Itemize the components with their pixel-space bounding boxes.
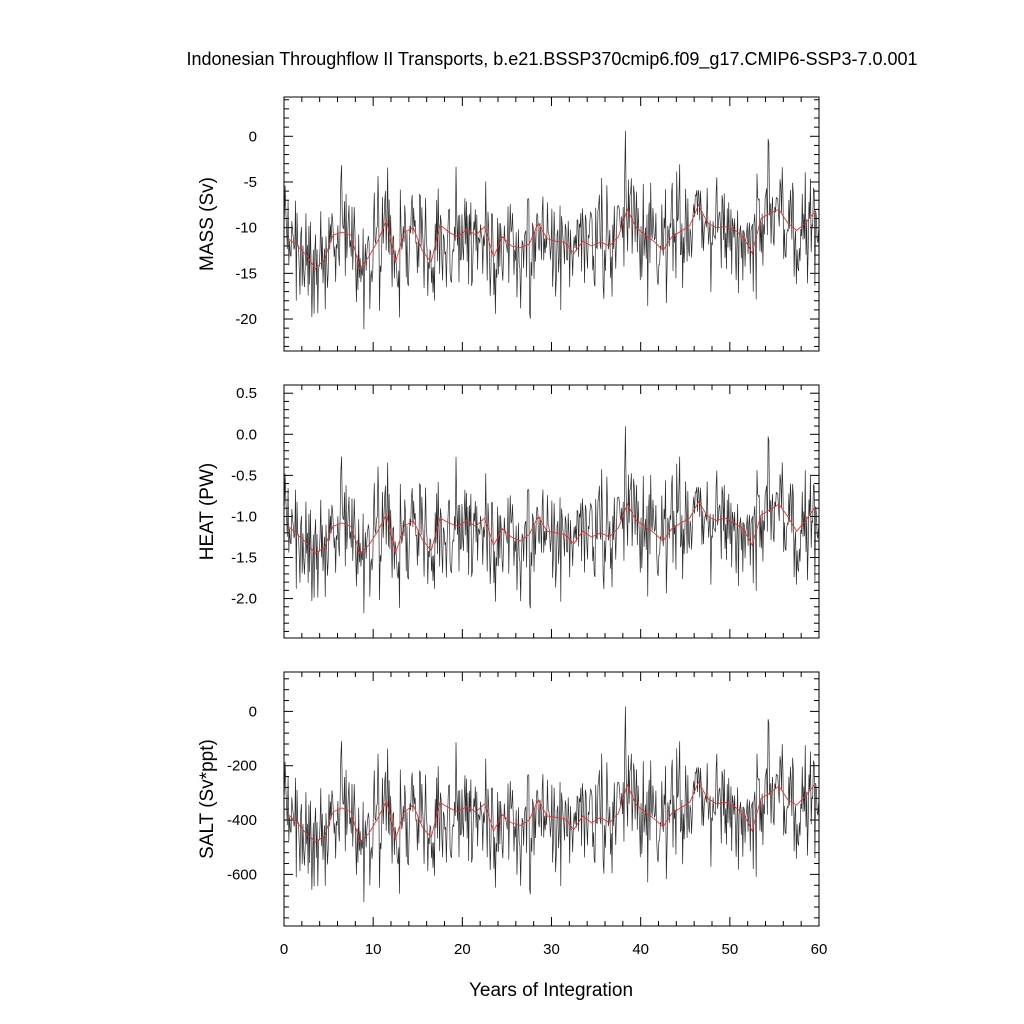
x-tick-label: 0 — [280, 941, 288, 958]
heat-y-tick-label: -2.0 — [231, 591, 257, 608]
x-tick-label: 60 — [811, 941, 828, 958]
mass-y-tick-label: 0 — [249, 128, 257, 145]
salt-y-tick-label: 0 — [249, 703, 257, 720]
heat-panel: -2.0 -1.5 -1.0 -0.5 0.0 0.5 HEAT (PW) — [197, 384, 820, 639]
salt-y-tick-label: -400 — [227, 812, 257, 829]
mass-annual-mean-series — [288, 203, 815, 270]
mass-panel: -20 -15 -10 -5 0 MASS (Sv) — [197, 96, 820, 352]
salt-y-axis-title: SALT (Sv*ppt) — [197, 739, 218, 859]
heat-annual-mean-series — [288, 500, 815, 556]
chart-title: Indonesian Throughflow II Transports, b.… — [186, 49, 917, 70]
x-tick-label: 40 — [632, 941, 649, 958]
mass-y-tick-label: -5 — [244, 174, 257, 191]
heat-y-tick-label: -0.5 — [231, 467, 257, 484]
salt-monthly-series — [284, 706, 819, 902]
x-tick-label: 10 — [365, 941, 382, 958]
mass-y-tick-label: -10 — [235, 220, 257, 237]
mass-y-axis-title: MASS (Sv) — [197, 177, 218, 271]
heat-y-axis-title: HEAT (PW) — [197, 463, 218, 560]
heat-monthly-series — [284, 426, 819, 614]
mass-monthly-series — [284, 130, 819, 330]
salt-y-tick-label: -200 — [227, 758, 257, 775]
x-tick-label: 50 — [721, 941, 738, 958]
x-tick-label: 30 — [543, 941, 560, 958]
salt-annual-mean-series — [288, 780, 815, 843]
mass-y-tick-label: -15 — [235, 265, 257, 282]
heat-y-tick-label: 0.0 — [236, 426, 257, 443]
salt-y-tick-label: -600 — [227, 866, 257, 883]
salt-panel: -600 -400 -200 0 0 10 20 30 40 50 60 SALT (Sv*ppt) — [197, 671, 828, 958]
heat-y-tick-label: -1.5 — [231, 550, 257, 567]
x-axis-title: Years of Integration — [469, 980, 633, 1001]
heat-y-tick-label: 0.5 — [236, 385, 257, 402]
x-tick-label: 20 — [454, 941, 471, 958]
mass-y-tick-label: -20 — [235, 311, 257, 328]
heat-y-tick-label: -1.0 — [231, 508, 257, 525]
